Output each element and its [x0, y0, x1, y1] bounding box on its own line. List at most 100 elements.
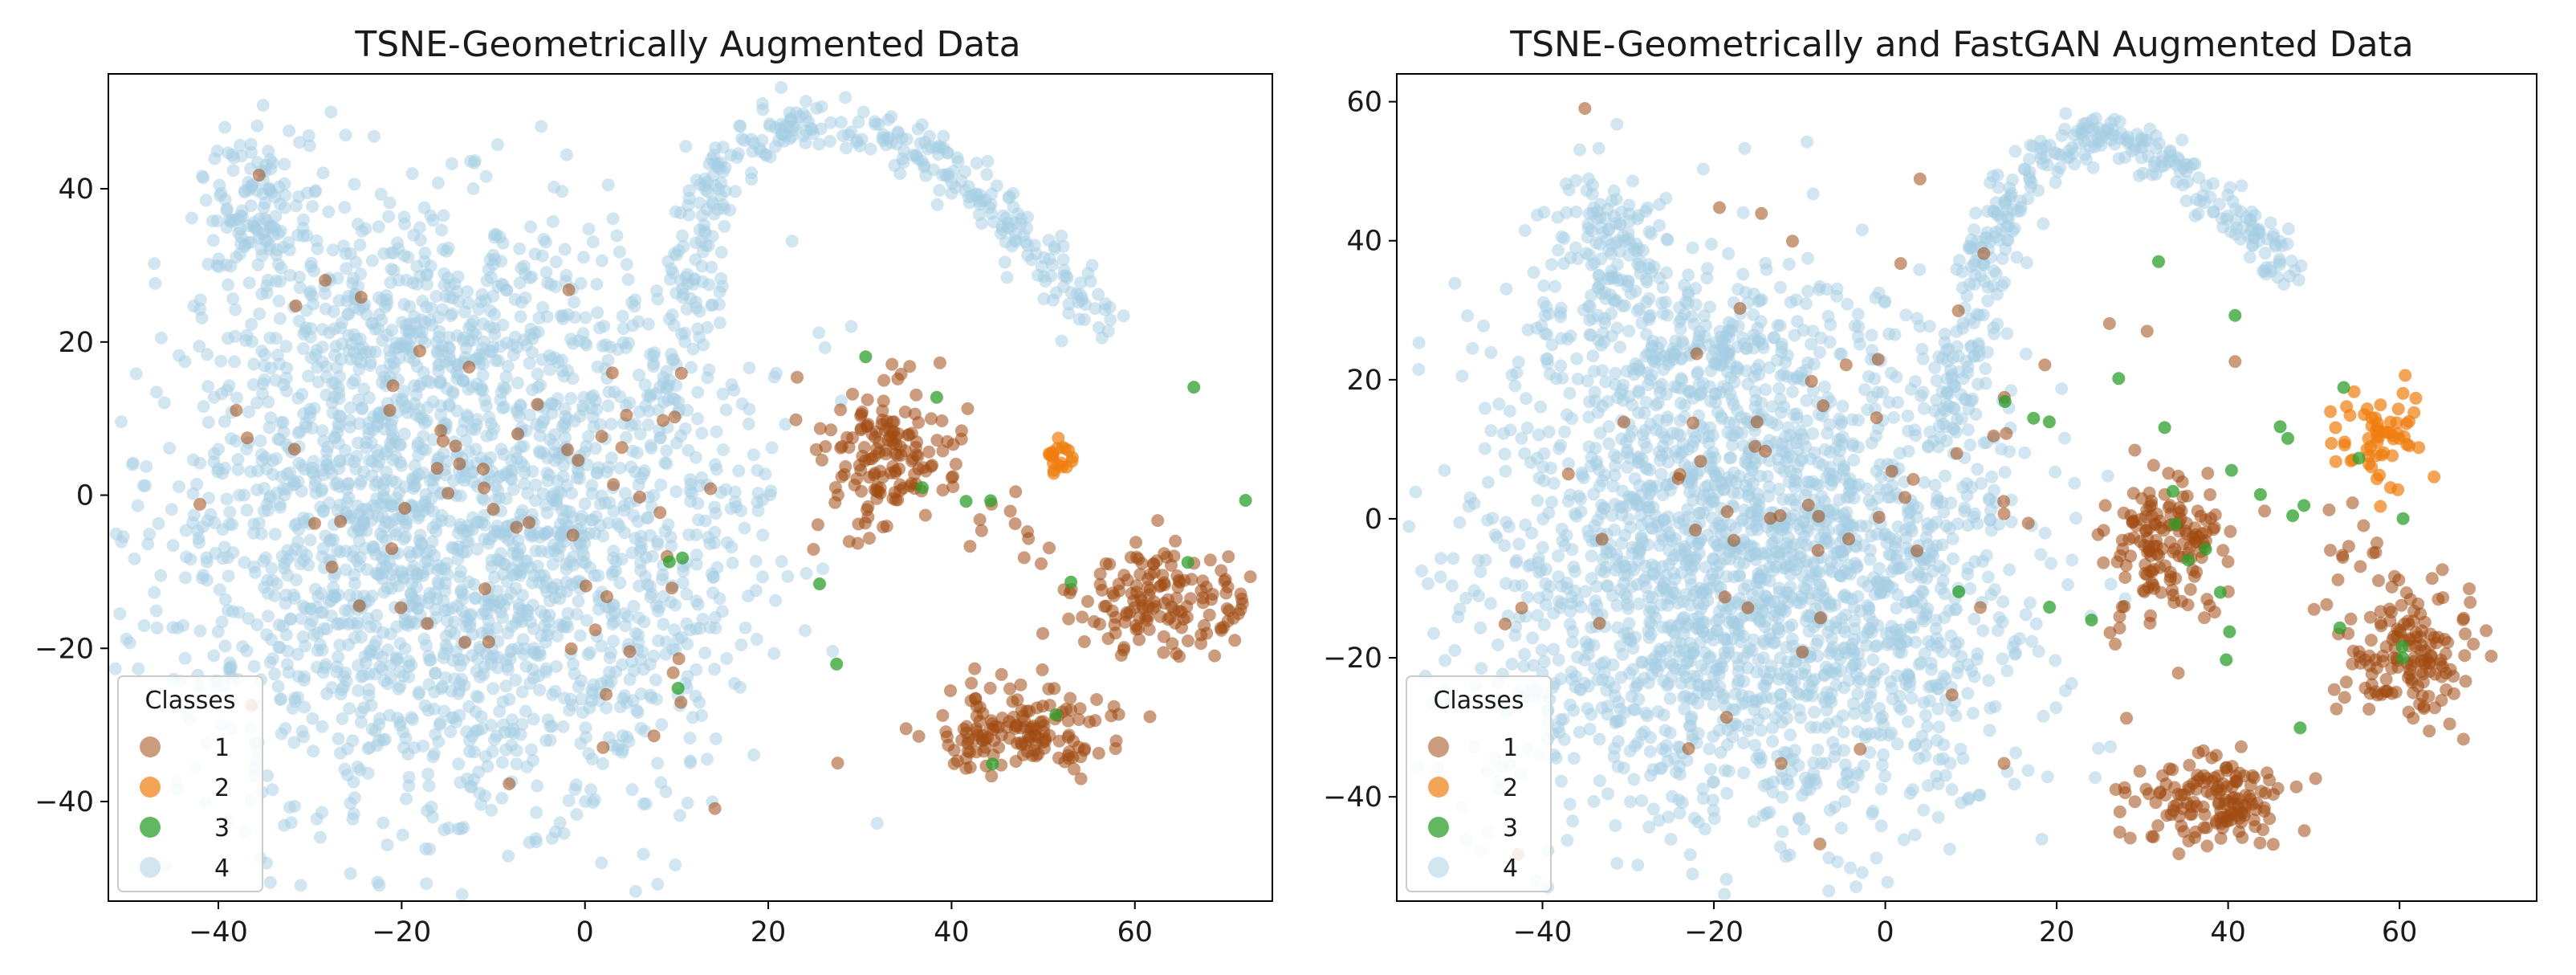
- left-class-4-point: [1056, 253, 1070, 267]
- right-class-4-point: [1499, 464, 1512, 478]
- left-class-4-point: [458, 305, 471, 319]
- right-class-4-point: [1555, 522, 1569, 536]
- left-class-4-point: [139, 479, 152, 492]
- left-class-4-point: [307, 264, 321, 278]
- left-class-4-point: [222, 278, 235, 292]
- left-class-4-point: [626, 444, 640, 458]
- left-class-1-point: [954, 424, 968, 438]
- right-class-4-point: [1642, 378, 1654, 392]
- right-class-4-point: [1553, 442, 1566, 455]
- left-class-4-point: [962, 190, 975, 204]
- left-class-4-point: [197, 569, 210, 582]
- left-class-4-point: [206, 234, 220, 247]
- right-class-4-point: [1576, 469, 1589, 483]
- left-class-1-point: [834, 403, 848, 417]
- left-class-4-point: [678, 326, 692, 340]
- right-class-4-point: [1552, 570, 1565, 584]
- left-class-1-point: [1009, 485, 1023, 499]
- left-class-4-point: [402, 659, 416, 673]
- left-class-4-point: [547, 428, 561, 441]
- left-class-4-point: [380, 677, 394, 691]
- left-class-4-point: [399, 617, 412, 630]
- left-class-4-point: [751, 496, 764, 509]
- left-class-4-point: [1092, 288, 1105, 301]
- left-class-4-point: [536, 415, 550, 429]
- left-class-1-point: [308, 516, 321, 530]
- right-class-4-point: [1737, 766, 1751, 780]
- left-class-4-point: [1089, 302, 1102, 316]
- left-class-4-point: [442, 241, 455, 255]
- left-class-4-point: [970, 157, 983, 170]
- left-class-4-point: [315, 424, 329, 438]
- left-class-1-point: [824, 423, 838, 437]
- left-class-1-point: [1235, 592, 1248, 606]
- left-class-4-point: [354, 475, 368, 488]
- left-class-1-point: [647, 729, 661, 743]
- right-class-4-point: [1697, 506, 1711, 520]
- right-class-4-point: [1564, 698, 1577, 712]
- left-class-4-point: [897, 144, 911, 157]
- right-class-4-point: [1500, 516, 1513, 529]
- left-class-4-point: [410, 567, 423, 581]
- left-class-4-point: [450, 645, 463, 659]
- left-class-4-point: [684, 361, 698, 374]
- right-class-4-point: [1655, 761, 1668, 775]
- left-class-4-point: [447, 541, 460, 555]
- left-class-4-point: [579, 795, 592, 808]
- left-class-1-point: [926, 459, 939, 472]
- left-class-4-point: [506, 713, 519, 727]
- right-class-4-point: [1536, 541, 1549, 554]
- left-class-4-point: [255, 454, 269, 467]
- left-class-4-point: [140, 459, 153, 473]
- right-class-4-point: [1738, 141, 1752, 155]
- left-class-1-point: [620, 408, 633, 422]
- left-class-1-point: [1052, 734, 1066, 748]
- left-class-4-point: [342, 307, 356, 320]
- left-class-4-point: [445, 157, 458, 170]
- left-class-4-point: [356, 300, 370, 314]
- right-class-4-point: [1729, 521, 1743, 535]
- left-class-4-point: [994, 226, 1007, 240]
- left-class-4-point: [437, 651, 450, 664]
- right-class-4-point: [1683, 655, 1697, 668]
- right-class-4-point: [1569, 680, 1582, 694]
- left-class-1-point: [1036, 626, 1049, 640]
- left-class-4-point: [816, 562, 829, 576]
- left-class-4-point: [881, 113, 895, 127]
- left-class-4-point: [385, 263, 398, 275]
- left-class-4-point: [152, 516, 165, 530]
- left-class-4-point: [584, 783, 598, 797]
- left-class-1-point: [941, 434, 954, 448]
- left-class-4-point: [270, 452, 283, 465]
- right-points: [1402, 102, 2498, 901]
- left-class-4-point: [585, 487, 599, 500]
- left-class-4-point: [644, 590, 657, 604]
- left-class-4-point: [502, 849, 515, 863]
- right-class-4-point: [1445, 579, 1459, 593]
- left-class-4-point: [373, 712, 387, 725]
- left-class-4-point: [461, 285, 474, 298]
- left-class-4-point: [178, 355, 192, 369]
- left-class-1-point: [1099, 557, 1113, 570]
- left-class-1-point: [1143, 583, 1157, 597]
- right-class-4-point: [1726, 730, 1740, 744]
- left-class-4-point: [775, 117, 788, 131]
- left-class-4-point: [279, 340, 293, 353]
- right-class-4-point: [1467, 584, 1481, 598]
- left-class-4-point: [667, 353, 681, 366]
- left-class-4-point: [247, 659, 261, 673]
- left-class-4-point: [524, 328, 537, 341]
- right-class-4-point: [1608, 468, 1622, 482]
- left-class-4-point: [588, 527, 602, 541]
- left-class-4-point: [632, 628, 645, 642]
- left-class-4-point: [657, 370, 670, 384]
- left-class-4-point: [498, 530, 511, 543]
- left-class-4-point: [417, 201, 431, 214]
- left-class-1-point: [1166, 637, 1179, 651]
- left-class-4-point: [541, 276, 555, 290]
- left-class-4-point: [578, 497, 592, 511]
- left-class-4-point: [435, 223, 449, 237]
- left-class-4-point: [745, 173, 759, 186]
- left-y-tick-label: 40: [58, 173, 94, 206]
- left-class-1-point: [1087, 615, 1101, 628]
